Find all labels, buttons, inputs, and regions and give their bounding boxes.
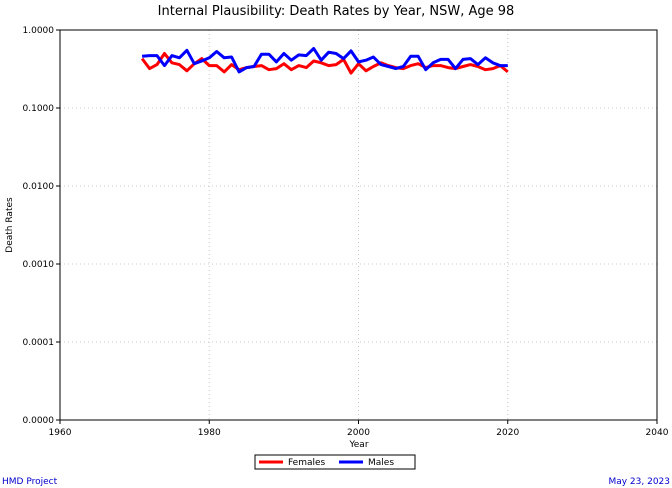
x-axis: 1960 1980 2000 2020 2040 xyxy=(49,420,669,438)
y-axis-label: Death Rates xyxy=(5,197,15,253)
x-axis-label: Year xyxy=(348,440,368,450)
plot-frame xyxy=(59,29,658,421)
legend-label-females: Females xyxy=(288,458,326,468)
y-tick-label: 1.0000 xyxy=(23,26,55,36)
x-tick-label: 2020 xyxy=(496,428,519,438)
y-tick-label: 0.0000 xyxy=(23,416,55,426)
legend-label-males: Males xyxy=(368,458,394,468)
footer-left: HMD Project xyxy=(2,477,58,487)
legend: Females Males xyxy=(254,454,416,470)
y-tick-label: 0.1000 xyxy=(23,104,55,114)
x-tick-label: 1980 xyxy=(198,428,221,438)
y-tick-label: 0.0001 xyxy=(23,338,55,348)
series-line-males xyxy=(141,47,508,74)
series-group xyxy=(140,47,509,75)
x-tick-label: 1960 xyxy=(49,428,72,438)
x-tick-label: 2000 xyxy=(347,428,370,438)
y-tick-label: 0.0010 xyxy=(23,260,55,270)
y-axis: 0.0000 0.0001 0.0010 0.0100 0.1000 1.0000 xyxy=(23,26,60,426)
legend-box xyxy=(254,454,416,470)
footer-date: May 23, 2023 xyxy=(608,477,670,487)
y-tick-label: 0.0100 xyxy=(23,182,55,192)
chart-title: Internal Plausibility: Death Rates by Ye… xyxy=(158,4,515,19)
grid-lines xyxy=(60,30,657,420)
x-tick-label: 2040 xyxy=(646,428,669,438)
